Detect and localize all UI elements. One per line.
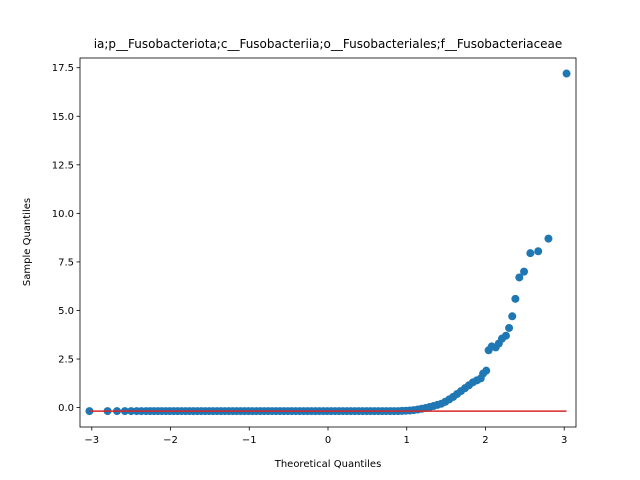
y-axis: 0.0 2.5 5.0 7.5 10.0 12.5 15.0 17.5	[52, 63, 80, 414]
chart-title: ia;p__Fusobacteriota;c__Fusobacteriia;o_…	[94, 37, 563, 51]
data-point-106	[526, 249, 535, 258]
y-tick-label-6: 15.0	[52, 112, 74, 123]
x-tick-label-5: 2	[482, 435, 488, 446]
data-point-107	[534, 247, 543, 256]
data-point-109	[562, 69, 571, 78]
data-point-108	[544, 234, 553, 243]
data-point-105	[520, 267, 529, 276]
y-tick-label-3: 7.5	[58, 257, 74, 268]
data-point-100	[501, 331, 510, 340]
x-tick-label-0: −3	[84, 435, 99, 446]
data-point-101	[505, 323, 514, 332]
data-point-104	[515, 273, 524, 282]
y-tick-label-1: 2.5	[58, 355, 74, 366]
data-point-102	[508, 312, 517, 321]
y-tick-label-5: 12.5	[52, 160, 74, 171]
y-tick-label-4: 10.0	[52, 209, 74, 220]
x-tick-label-3: 0	[325, 435, 331, 446]
data-point-94	[482, 366, 491, 375]
x-tick-label-4: 1	[404, 435, 410, 446]
x-tick-label-2: −1	[242, 435, 257, 446]
y-tick-label-7: 17.5	[52, 63, 74, 74]
data-point-103	[511, 294, 520, 303]
x-axis-label: Theoretical Quantiles	[274, 459, 382, 470]
x-axis: −3 −2 −1 0 1 2 3	[84, 427, 567, 446]
x-tick-label-6: 3	[561, 435, 567, 446]
y-tick-label-0: 0.0	[58, 403, 74, 414]
y-tick-label-2: 5.0	[58, 306, 74, 317]
x-tick-label-1: −2	[163, 435, 178, 446]
y-axis-label: Sample Quantiles	[22, 198, 33, 286]
